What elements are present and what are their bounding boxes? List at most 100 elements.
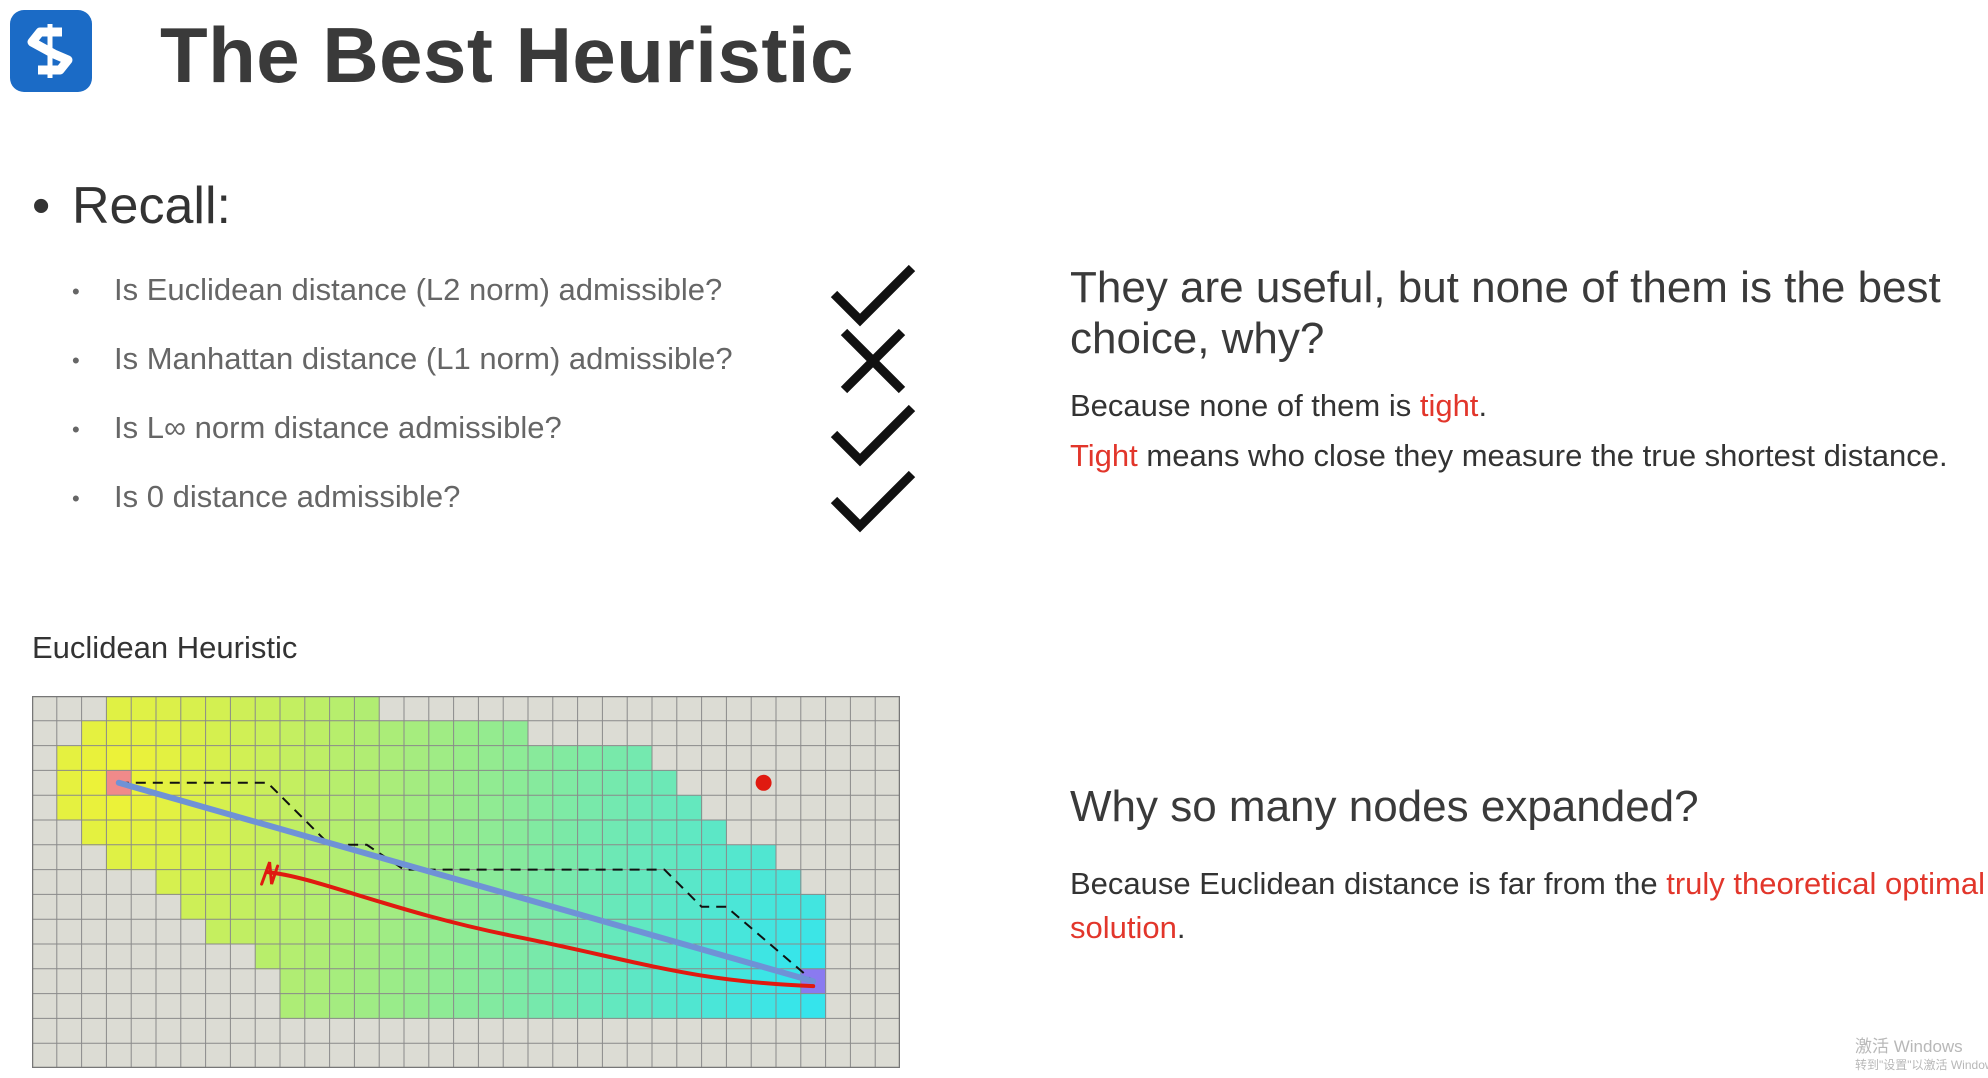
expanded-cell [726, 844, 752, 871]
expanded-cell [602, 869, 628, 895]
expanded-cell [304, 894, 331, 920]
expanded-cell [478, 720, 504, 747]
question-item: • Is Manhattan distance (L1 norm) admissi… [72, 341, 733, 377]
bullet: • [72, 347, 80, 373]
expanded-cell [751, 919, 777, 945]
dashed-path [118, 781, 814, 982]
drawn-path [265, 870, 816, 989]
expanded-cell [503, 869, 529, 895]
paragraph-nodes: Because Euclidean distance is far from t… [1070, 862, 1988, 950]
expanded-cell [180, 720, 207, 747]
expanded-cell [652, 820, 678, 846]
right-heading-tight: They are useful, but none of them is the… [1070, 263, 1941, 363]
expanded-cell [230, 869, 256, 895]
expanded-cell [131, 820, 157, 846]
expanded-cell [255, 919, 281, 945]
expanded-cell [404, 869, 430, 895]
expanded-cell [552, 795, 579, 821]
expanded-cell [205, 745, 231, 771]
expanded-cell [304, 795, 331, 821]
expanded-cell [106, 820, 132, 846]
expanded-cell [800, 944, 827, 970]
expanded-cell [428, 968, 455, 995]
expanded-cell [676, 795, 703, 821]
expanded-cell [379, 720, 405, 747]
expanded-cell [701, 869, 727, 895]
expanded-cell [602, 968, 628, 995]
expanded-cell [56, 795, 83, 821]
expanded-cell [81, 820, 107, 846]
expanded-cell [726, 869, 752, 895]
recall-label: Recall: [72, 177, 231, 235]
grid-svg [32, 696, 900, 1068]
expanded-cell [602, 844, 628, 871]
highlight-text: Tight [1070, 438, 1138, 473]
expanded-cell [230, 894, 256, 920]
expanded-cell [428, 795, 455, 821]
expanded-cell [329, 993, 355, 1019]
expanded-cell [230, 696, 256, 722]
right-heading-nodes: Why so many nodes expanded? [1070, 782, 1699, 831]
expanded-cell [280, 696, 306, 722]
expanded-cell [354, 720, 380, 747]
expanded-cell [577, 844, 603, 871]
expanded-cell [156, 869, 182, 895]
expanded-cell [230, 844, 256, 871]
expanded-cell [528, 770, 554, 796]
expanded-cell [428, 993, 455, 1019]
text: . [1176, 910, 1186, 945]
expanded-cell [106, 720, 132, 747]
expanded-cell [652, 770, 678, 796]
expanded-cell [329, 795, 355, 821]
expanded-cell [478, 968, 504, 995]
text: Because Euclidean distance is far from t… [1070, 866, 1667, 901]
expanded-cell [106, 745, 132, 771]
expanded-cell [205, 696, 231, 722]
expanded-cell [205, 894, 231, 920]
expanded-cell [354, 745, 380, 771]
expanded-cell [329, 745, 355, 771]
expanded-cell [453, 844, 479, 871]
expanded-cell [478, 820, 504, 846]
expanded-cell [81, 720, 107, 747]
expanded-cell [676, 869, 703, 895]
expanded-cell [329, 696, 355, 722]
expanded-cell [354, 770, 380, 796]
expanded-cell [577, 745, 603, 771]
recall-heading: • Recall: [32, 176, 231, 236]
expanded-cell [106, 844, 132, 871]
expanded-cell [428, 820, 455, 846]
expanded-cell [602, 770, 628, 796]
expanded-cell [230, 720, 256, 747]
expanded-cell [354, 993, 380, 1019]
question-item: • Is Euclidean distance (L2 norm) admissi… [72, 272, 722, 308]
text: Because none of them is [1070, 388, 1420, 423]
expanded-cell [602, 820, 628, 846]
expanded-cell [552, 770, 579, 796]
expanded-cell [552, 820, 579, 846]
expanded-cell [453, 720, 479, 747]
question-text: Is Manhattan distance (L1 norm) admissib… [114, 341, 733, 376]
expanded-cell [478, 844, 504, 871]
check-icon [826, 466, 918, 536]
expanded-cell [552, 844, 579, 871]
expanded-cell [627, 993, 653, 1019]
drawn-scribble [260, 861, 280, 886]
question-text: Is 0 distance admissible? [114, 479, 461, 514]
expanded-cell [404, 919, 430, 945]
expanded-cell [701, 820, 727, 846]
expanded-cell [503, 968, 529, 995]
expanded-cell [81, 770, 107, 796]
expanded-cell [602, 894, 628, 920]
expanded-cell [205, 844, 231, 871]
expanded-cell [701, 844, 727, 871]
expanded-cell [404, 770, 430, 796]
expanded-cell [354, 968, 380, 995]
expanded-cell [230, 919, 256, 945]
expanded-cell [230, 820, 256, 846]
expanded-cell [503, 720, 529, 747]
expanded-cell [701, 993, 727, 1019]
expanded-cell [627, 894, 653, 920]
expanded-cell [255, 944, 281, 970]
expanded-cell [776, 869, 802, 895]
